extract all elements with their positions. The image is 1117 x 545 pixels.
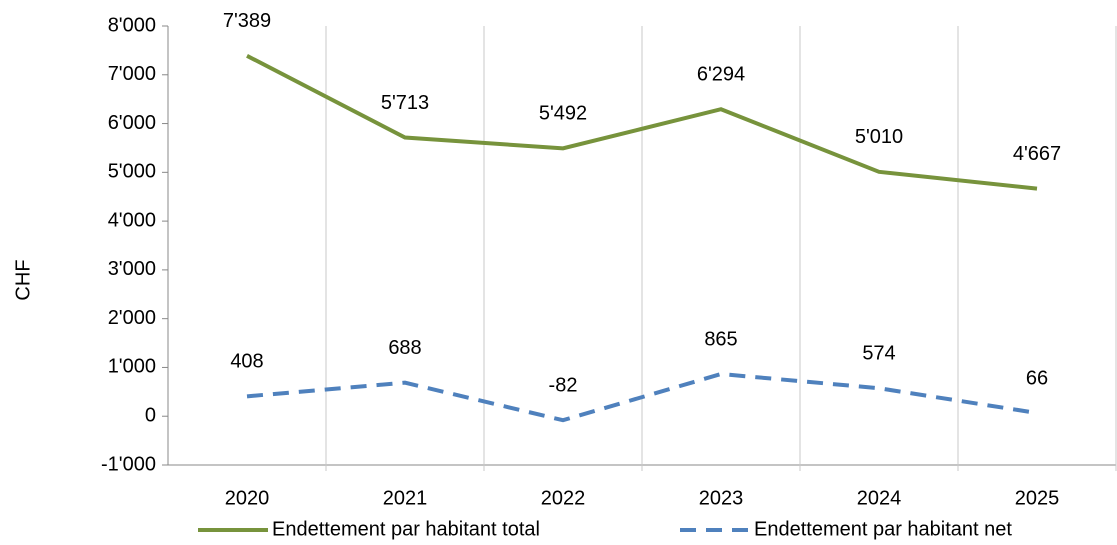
series-line — [246, 372, 1038, 423]
data-label: 408 — [230, 351, 263, 373]
data-label: 4'667 — [1013, 143, 1061, 165]
data-label: -82 — [549, 375, 578, 397]
y-tick-label: 6'000 — [108, 112, 156, 134]
y-tick-label: 2'000 — [108, 307, 156, 329]
y-tick-label: 1'000 — [108, 356, 156, 378]
x-tick-label: 2023 — [699, 487, 744, 509]
legend-label: Endettement par habitant total — [272, 518, 540, 540]
y-tick-label: 7'000 — [108, 63, 156, 85]
y-tick-label: 0 — [145, 405, 156, 427]
y-tick-label: -1'000 — [101, 453, 156, 475]
y-tick-label: 4'000 — [108, 209, 156, 231]
y-axis-label: CHF — [12, 259, 34, 300]
x-tick-label: 2024 — [857, 487, 902, 509]
data-label: 5'010 — [855, 126, 903, 148]
data-label: 865 — [704, 328, 737, 350]
data-label: 5'713 — [381, 92, 429, 114]
data-label: 688 — [388, 337, 421, 359]
y-tick-label: 3'000 — [108, 258, 156, 280]
y-tick-label: 8'000 — [108, 14, 156, 36]
data-label: 5'492 — [539, 103, 587, 125]
legend-label: Endettement par habitant net — [754, 518, 1012, 540]
data-label: 6'294 — [697, 63, 745, 85]
x-tick-label: 2025 — [1015, 487, 1060, 509]
series-line — [246, 54, 1038, 191]
data-label: 7'389 — [223, 10, 271, 32]
x-tick-label: 2021 — [383, 487, 428, 509]
y-tick-label: 5'000 — [108, 161, 156, 183]
data-label: 66 — [1026, 367, 1048, 389]
x-tick-label: 2020 — [225, 487, 270, 509]
x-tick-label: 2022 — [541, 487, 586, 509]
data-label: 574 — [862, 343, 895, 365]
